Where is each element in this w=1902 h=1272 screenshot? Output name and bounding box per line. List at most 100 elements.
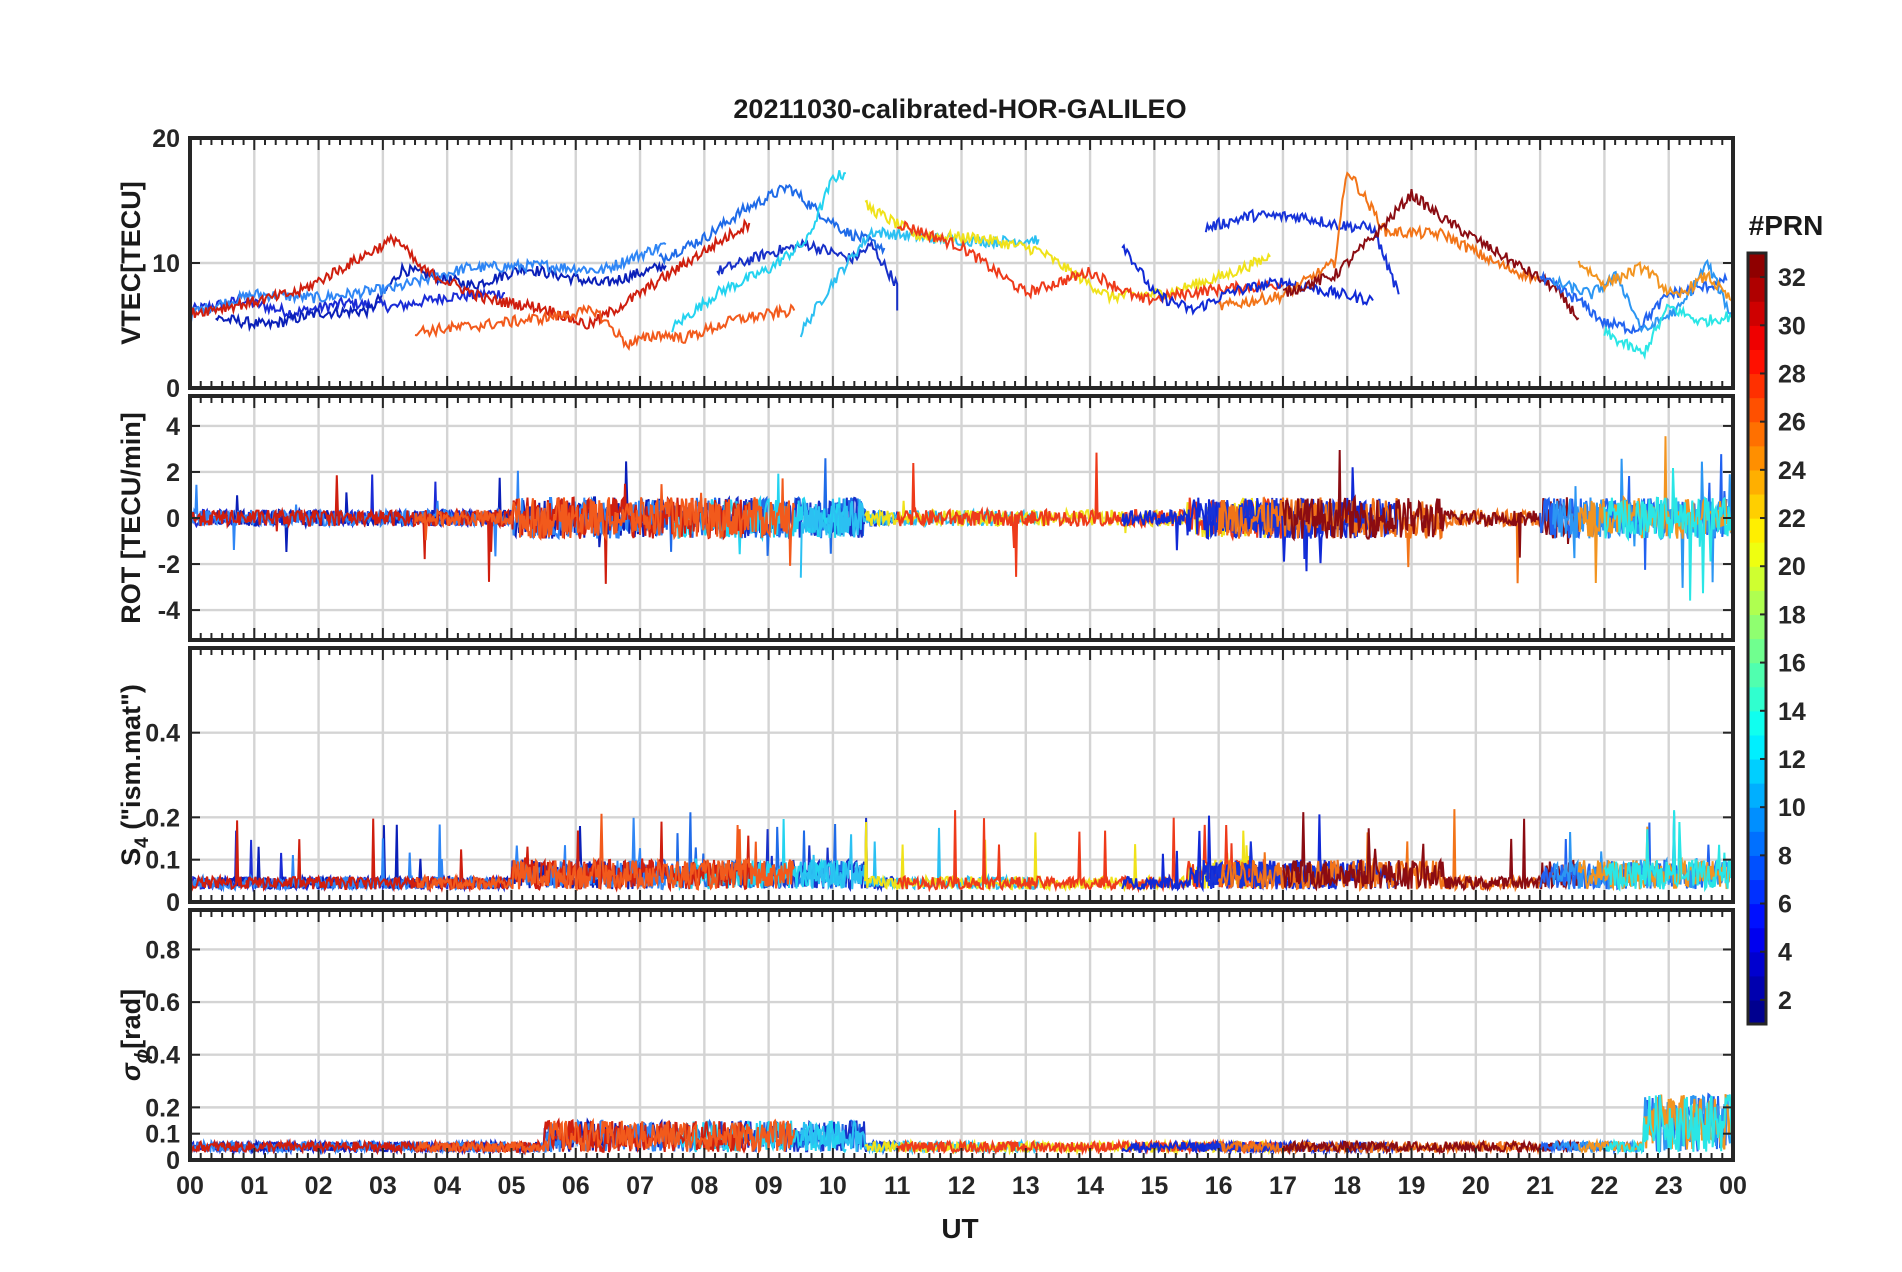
colorbar-segment (1748, 638, 1766, 664)
panel-vtec-ylabel: VTEC[TECU] (116, 181, 146, 345)
series-prn-26-rot (414, 478, 796, 566)
colorbar-segment (1748, 445, 1766, 471)
series-prn-31-rot (1282, 449, 1580, 558)
series-prn-6-vtec (1121, 243, 1374, 316)
ytick-label: 0.6 (145, 989, 180, 1017)
xtick-label: 07 (626, 1172, 654, 1200)
xtick-label: 04 (433, 1172, 461, 1200)
x-axis: 00 01 02 03 04 05 06 07 08 09 10 11 12 13 14 15 16 17 18 19… (176, 1172, 1747, 1200)
ytick-label: 0.4 (145, 720, 180, 748)
panel-sigma: 00.10.2 0.4 0.6 0.8 σϕ[rad] (116, 908, 1735, 1175)
ytick-label: 0 (166, 1147, 180, 1175)
series-prn-21-rot (864, 497, 1272, 538)
colorbar-tick-label: 8 (1778, 842, 1792, 870)
xtick-label: 23 (1655, 1172, 1683, 1200)
colorbar-tick-label: 32 (1778, 264, 1806, 292)
colorbar-segment (1748, 469, 1766, 495)
panel-sigma-ylabel: σϕ[rad] (116, 989, 153, 1081)
ytick-label: -2 (158, 551, 180, 579)
colorbar-segment (1748, 325, 1766, 350)
xtick-label: 10 (819, 1172, 847, 1200)
series-prn-13-vtec (1603, 303, 1733, 361)
ytick-label: 0.1 (145, 847, 180, 875)
colorbar-tick-label: 18 (1778, 601, 1806, 629)
series-prn-27-vtec (896, 220, 1284, 306)
panel-rot: -4 -2 0 2 4 ROT [TECU/min] (116, 394, 1735, 642)
colorbar-segment (1748, 903, 1766, 929)
colorbar-segment (1748, 493, 1766, 519)
panel-rot-data (190, 436, 1733, 601)
colorbar-segment (1748, 927, 1766, 953)
colorbar-segment (1748, 397, 1766, 423)
colorbar-segment (1748, 566, 1766, 591)
colorbar-tick-label: 26 (1778, 409, 1806, 437)
panel-vtec-data (190, 170, 1733, 361)
colorbar-tick-label: 28 (1778, 360, 1806, 388)
series-prn-29-s4 (190, 818, 751, 893)
ytick-label: -4 (158, 597, 180, 625)
series-prn-29-vtec (190, 218, 751, 330)
colorbar-segment (1748, 518, 1766, 543)
panel-rot-ylabel: ROT [TECU/min] (116, 412, 146, 623)
colorbar-tick-label: 2 (1778, 987, 1792, 1015)
panel-sigma-ticks (189, 910, 1734, 1161)
xtick-label: 15 (1140, 1172, 1168, 1200)
ytick-label: 20 (152, 125, 180, 153)
ytick-label: 0.1 (145, 1121, 180, 1149)
colorbar-segment (1748, 807, 1766, 832)
panel-vtec-ticks (189, 137, 1734, 389)
xtick-label: 00 (176, 1172, 204, 1200)
ytick-label: 4 (166, 413, 180, 441)
series-prn-23-vtec (1577, 260, 1733, 304)
series-prn-31-s4 (1282, 812, 1580, 892)
colorbar-segment (1748, 277, 1766, 302)
series-prn-26-vtec (414, 303, 796, 351)
ytick-label: 0.2 (145, 804, 180, 832)
colorbar-segment (1748, 975, 1766, 1001)
series-prn-8-vtec (658, 183, 886, 266)
chart-title: 20211030-calibrated-HOR-GALILEO (733, 94, 1186, 124)
xtick-label: 21 (1526, 1172, 1554, 1200)
colorbar-segment (1748, 951, 1766, 977)
panel-s4-ticks (189, 648, 1734, 903)
colorbar-frame (1746, 251, 1768, 1026)
series-prn-4-vtec (1204, 208, 1400, 295)
panel-s4-data (190, 809, 1733, 894)
series-prn-25-sigma (1218, 1138, 1542, 1156)
xtick-label: 12 (948, 1172, 976, 1200)
series-prn-31-vtec (1282, 188, 1580, 321)
series-prn-13-s4 (1603, 810, 1733, 893)
series-prn-13-sigma (1604, 1094, 1733, 1155)
series-prn-10-vtec (1552, 258, 1733, 334)
colorbar-segment (1748, 590, 1766, 616)
colorbar-tick-label: 6 (1778, 891, 1792, 919)
colorbar-segment (1748, 373, 1766, 399)
colorbar-segment (1748, 542, 1766, 567)
series-prn-29-rot (190, 475, 751, 584)
colorbar-tick-label: 22 (1778, 505, 1806, 533)
xtick-label: 19 (1398, 1172, 1426, 1200)
xtick-label: 02 (305, 1172, 333, 1200)
ytick-label: 0 (166, 505, 180, 533)
panel-s4-grid (190, 648, 1733, 902)
panel-sigma-data (190, 1092, 1733, 1156)
series-prn-13-rot (1603, 467, 1733, 601)
colorbar-segment (1748, 855, 1766, 881)
colorbar-segment (1748, 253, 1766, 278)
xtick-label: 05 (498, 1172, 526, 1200)
xtick-label: 18 (1333, 1172, 1361, 1200)
ytick-label: 2 (166, 459, 180, 487)
series-prn-26-sigma (414, 1117, 796, 1156)
colorbar-segment (1748, 349, 1766, 375)
colorbar-tick-label: 14 (1778, 698, 1806, 726)
xtick-label: 17 (1269, 1172, 1297, 1200)
colorbar-segment (1748, 879, 1766, 905)
panel-rot-ticks (189, 396, 1734, 640)
xtick-label: 16 (1205, 1172, 1233, 1200)
x-axis-label: UT (941, 1213, 978, 1244)
xtick-label: 01 (240, 1172, 268, 1200)
colorbar-tick-label: 4 (1778, 939, 1792, 967)
colorbar-segment (1748, 614, 1766, 640)
